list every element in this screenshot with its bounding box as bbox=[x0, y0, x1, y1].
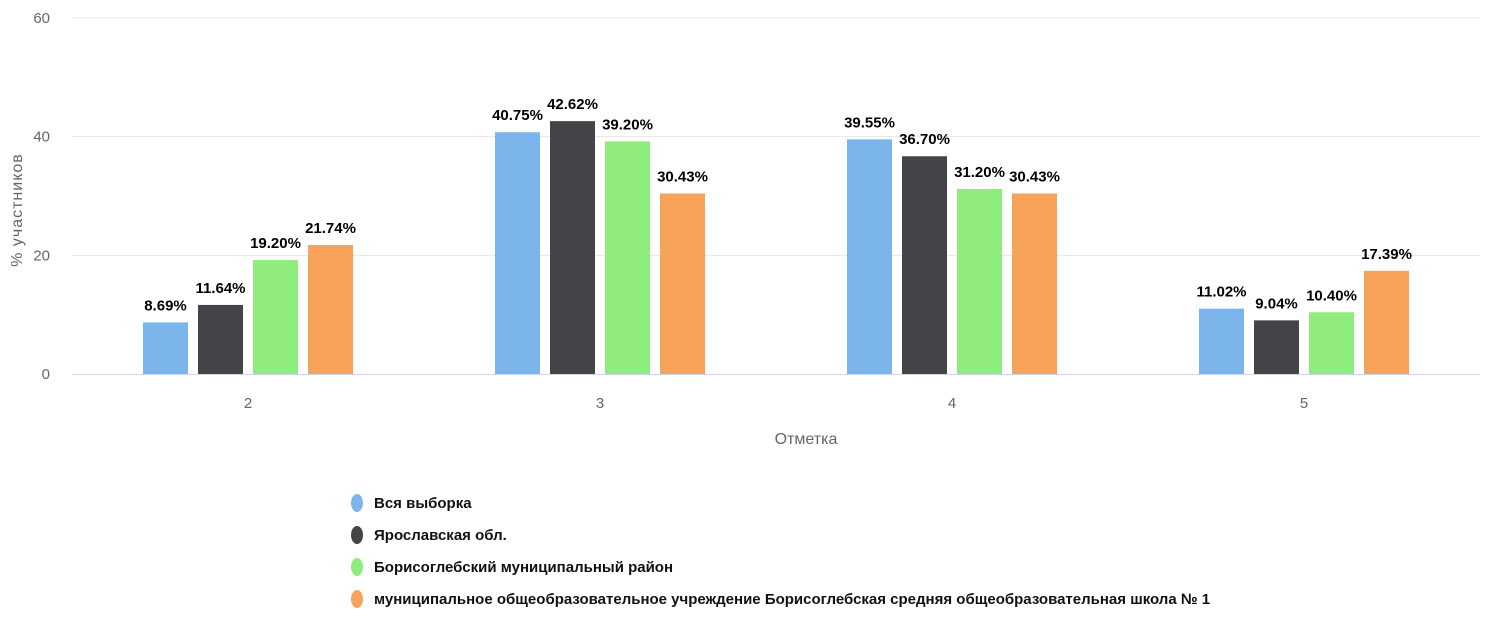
x-tick-label: 2 bbox=[244, 395, 252, 412]
data-label: 11.64% bbox=[195, 280, 245, 297]
legend-item[interactable]: Ярославская обл. bbox=[351, 526, 507, 544]
legend-label: Вся выборка bbox=[374, 495, 472, 512]
legend-item[interactable]: Борисоглебский муниципальный район bbox=[351, 558, 673, 576]
y-tick-label: 20 bbox=[33, 247, 50, 264]
data-label: 39.55% bbox=[844, 114, 895, 131]
data-label: 21.74% bbox=[305, 220, 356, 237]
data-label: 31.20% bbox=[954, 164, 1005, 181]
data-label: 40.75% bbox=[492, 107, 543, 124]
bar[interactable] bbox=[1199, 308, 1244, 374]
bar[interactable] bbox=[1364, 270, 1409, 374]
y-axis-ticks: 0 20 40 60 bbox=[33, 10, 50, 383]
data-label: 19.20% bbox=[250, 235, 301, 252]
grid-layer bbox=[72, 17, 1480, 256]
data-label: 30.43% bbox=[1009, 168, 1060, 185]
bar[interactable] bbox=[143, 322, 188, 374]
x-axis-title: Отметка bbox=[775, 431, 838, 448]
bar[interactable] bbox=[1012, 193, 1057, 374]
y-tick-label: 0 bbox=[42, 366, 50, 383]
bar[interactable] bbox=[605, 141, 650, 374]
bar[interactable] bbox=[253, 260, 298, 374]
data-label: 8.69% bbox=[144, 297, 187, 314]
x-tick-label: 3 bbox=[596, 395, 604, 412]
bar[interactable] bbox=[1309, 312, 1354, 374]
bar[interactable] bbox=[660, 193, 705, 374]
y-tick-label: 40 bbox=[33, 129, 50, 146]
x-tick-label: 4 bbox=[948, 395, 956, 412]
data-label-layer: 8.69% 11.64% 19.20%21.74% 40.75%42.62%39.20… bbox=[144, 96, 1412, 314]
bar[interactable] bbox=[1254, 320, 1299, 374]
data-label: 10.40% bbox=[1306, 287, 1357, 304]
x-axis-ticks: 2 3 4 5 bbox=[244, 395, 1308, 412]
data-label: 9.04% bbox=[1255, 295, 1298, 312]
data-label: 36.70% bbox=[899, 131, 950, 148]
bar[interactable] bbox=[308, 245, 353, 374]
bar[interactable] bbox=[847, 139, 892, 374]
bar-layer bbox=[143, 121, 1409, 374]
legend-label: Ярославская обл. bbox=[374, 527, 507, 544]
legend: Вся выборка Ярославская обл. Борисоглебски… bbox=[351, 494, 1210, 608]
data-label: 39.20% bbox=[602, 116, 653, 133]
y-tick-label: 60 bbox=[33, 10, 50, 27]
bar[interactable] bbox=[198, 304, 243, 374]
bar[interactable] bbox=[550, 121, 595, 374]
data-label: 11.02% bbox=[1196, 284, 1246, 301]
bar[interactable] bbox=[902, 156, 947, 374]
y-axis-title: % участников bbox=[9, 153, 26, 267]
legend-marker bbox=[351, 558, 363, 576]
legend-item[interactable]: Вся выборка bbox=[351, 494, 472, 512]
data-label: 42.62% bbox=[547, 96, 598, 113]
legend-label: муниципальное общеобразовательное учрежд… bbox=[374, 591, 1210, 608]
x-tick-label: 5 bbox=[1300, 395, 1308, 412]
legend-marker bbox=[351, 494, 363, 512]
legend-label: Борисоглебский муниципальный район bbox=[374, 559, 673, 576]
data-label: 30.43% bbox=[657, 168, 708, 185]
legend-marker bbox=[351, 526, 363, 544]
bar[interactable] bbox=[495, 132, 540, 374]
bar[interactable] bbox=[957, 188, 1002, 374]
data-label: 17.39% bbox=[1361, 246, 1412, 263]
legend-marker bbox=[351, 590, 363, 608]
legend-item[interactable]: муниципальное общеобразовательное учрежд… bbox=[351, 590, 1210, 608]
